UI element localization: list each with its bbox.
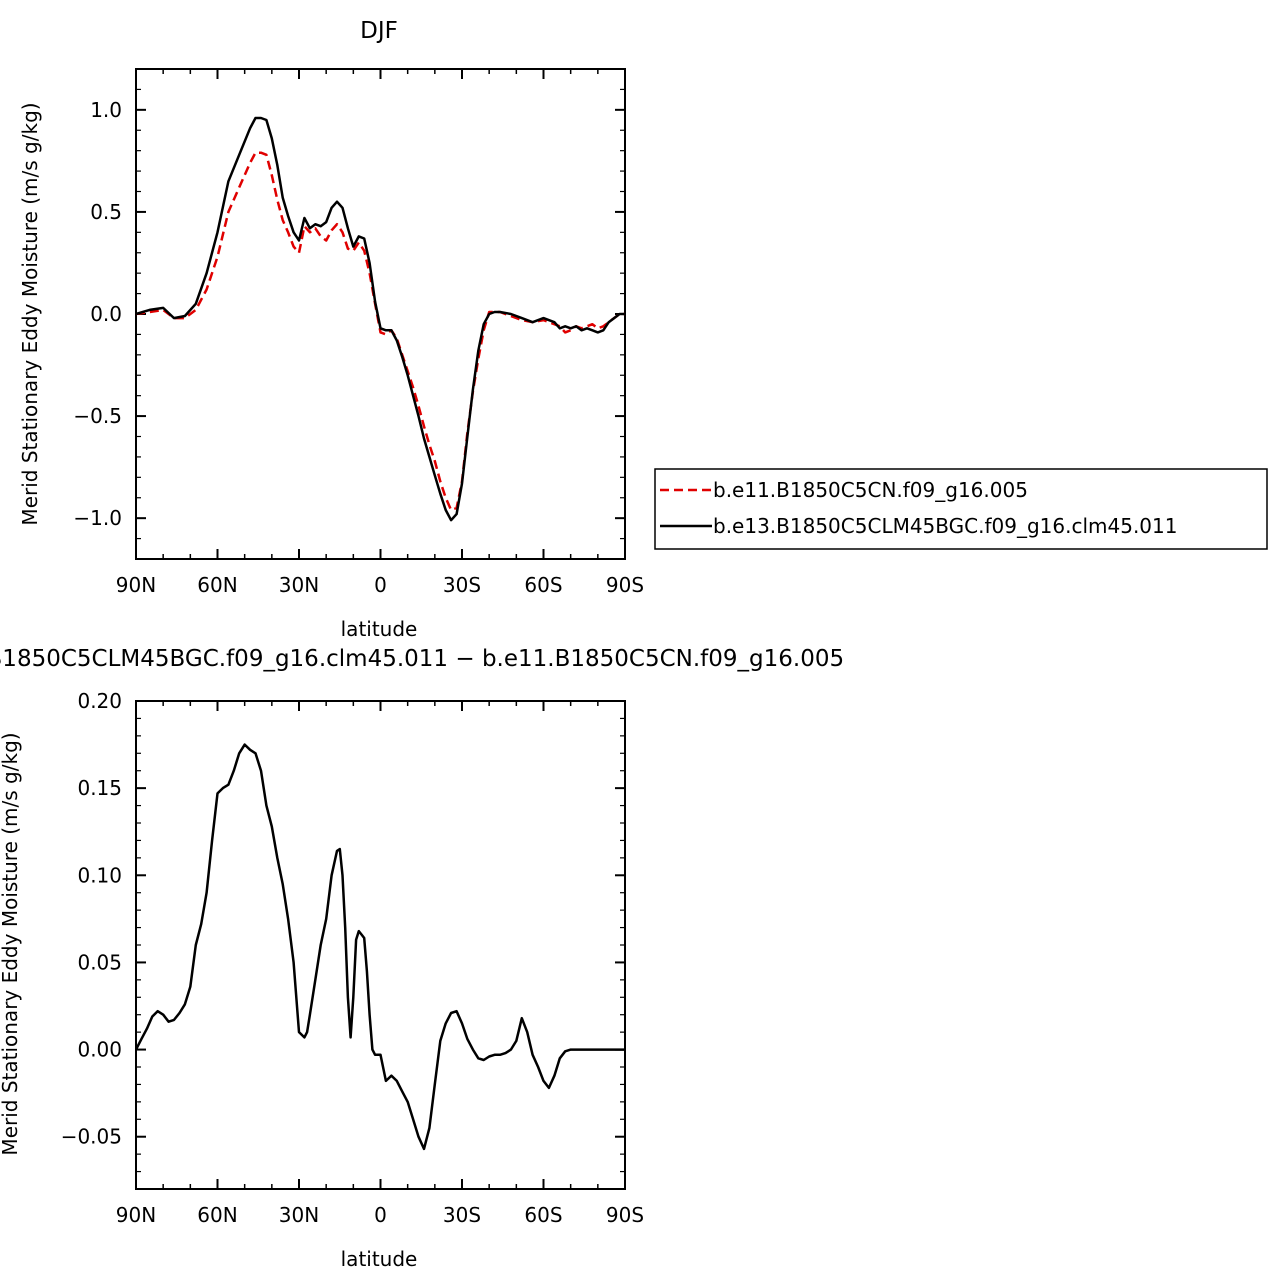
legend: b.e11.B1850C5CN.f09_g16.005 b.e13.B1850C… xyxy=(654,468,1268,550)
bottom-x-tick-label: 60S xyxy=(524,1203,562,1227)
bottom-plot-title: b.e13.B1850C5CLM45BGC.f09_g16.clm45.011 … xyxy=(0,646,844,672)
top-x-tick-label: 60S xyxy=(524,573,562,597)
legend-box xyxy=(654,468,1268,550)
bottom-y-tick-label: −0.05 xyxy=(61,1125,122,1149)
top-plot-title: DJF xyxy=(360,18,398,44)
bottom-y-tick-label: 0.00 xyxy=(77,1038,122,1062)
top-x-axis-title: latitude xyxy=(341,617,418,641)
bottom-series-group xyxy=(134,743,625,1151)
top-x-tick-label: 90S xyxy=(606,573,644,597)
bottom-y-axis-title: Merid Stationary Eddy Moisture (m/s g/kg… xyxy=(0,732,22,1155)
bottom-series-line-0 xyxy=(134,743,625,1151)
difference-panel: b.e13.B1850C5CLM45BGC.f09_g16.clm45.011 … xyxy=(0,646,844,1271)
top-series-group xyxy=(135,116,625,522)
bottom-x-tick-label: 0 xyxy=(374,1203,387,1227)
top-y-tick-label: −1.0 xyxy=(73,506,122,530)
top-series-line-1 xyxy=(135,116,625,522)
legend-label-1: b.e13.B1850C5CLM45BGC.f09_g16.clm45.011 xyxy=(713,514,1177,538)
bottom-x-tick-label: 90S xyxy=(606,1203,644,1227)
top-y-tick-label: 0.5 xyxy=(90,200,122,224)
top-axis-ticks: 90N 60N 30N 0 30S 60S 90S 1.0 0.5 0.0 −0.5 −1.0 xyxy=(73,68,644,597)
top-x-tick-label: 0 xyxy=(374,573,387,597)
top-y-axis-title: Merid Stationary Eddy Moisture (m/s g/kg… xyxy=(18,102,42,525)
bottom-x-tick-label: 60N xyxy=(197,1203,237,1227)
top-series-line-0 xyxy=(135,151,625,512)
top-y-tick-label: −0.5 xyxy=(73,404,122,428)
djf-panel: DJF 90N 60N 30N 0 30S 60S 90S 1.0 0.5 0.0 −0.5 −1.0… xyxy=(18,18,1268,641)
bottom-y-tick-label: 0.10 xyxy=(77,863,122,887)
legend-label-0: b.e11.B1850C5CN.f09_g16.005 xyxy=(713,478,1028,502)
bottom-axis-ticks: 90N 60N 30N 0 30S 60S 90S 0.20 0.15 0.10 0.05 0.00 −… xyxy=(61,689,644,1227)
bottom-x-tick-label: 30S xyxy=(443,1203,481,1227)
top-x-tick-label: 30N xyxy=(279,573,319,597)
top-plot-frame xyxy=(135,68,626,560)
top-x-tick-label: 30S xyxy=(443,573,481,597)
top-x-tick-label: 90N xyxy=(116,573,156,597)
bottom-x-tick-label: 30N xyxy=(279,1203,319,1227)
bottom-y-tick-label: 0.05 xyxy=(77,950,122,974)
top-x-tick-label: 60N xyxy=(197,573,237,597)
top-y-tick-label: 0.0 xyxy=(90,302,122,326)
bottom-plot-frame xyxy=(135,700,626,1190)
top-y-tick-label: 1.0 xyxy=(90,98,122,122)
bottom-x-axis-title: latitude xyxy=(341,1247,418,1271)
bottom-x-tick-label: 90N xyxy=(116,1203,156,1227)
bottom-y-tick-label: 0.20 xyxy=(77,689,122,713)
bottom-y-tick-label: 0.15 xyxy=(77,776,122,800)
